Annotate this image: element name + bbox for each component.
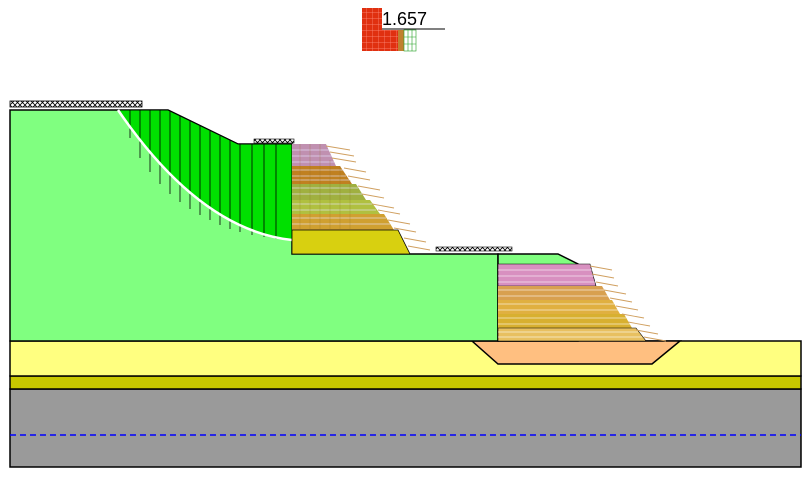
foundation-pad (470, 340, 683, 365)
bedrock-layer (9, 388, 802, 468)
factor-of-safety-value: 1.657 (382, 9, 427, 29)
factor-of-safety-marker: 1.657 (362, 8, 445, 52)
fence-hatch-icon (9, 100, 513, 252)
lower-wall-anchors (589, 265, 667, 342)
upper-wall-anchors (325, 145, 431, 251)
critical-slip-surface (116, 109, 293, 242)
lower-reinforced-wall (497, 263, 667, 342)
olive-layer (9, 375, 802, 390)
upper-reinforced-wall (291, 144, 431, 255)
sand-layer (9, 340, 802, 377)
